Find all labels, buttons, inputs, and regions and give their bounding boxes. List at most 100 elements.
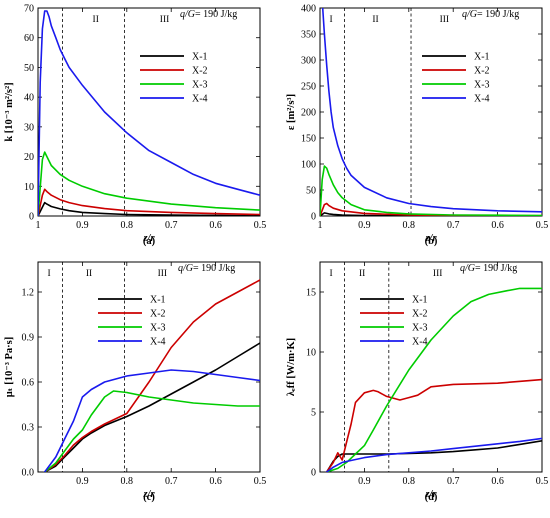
legend-label: X-1: [412, 295, 428, 306]
chart-panel-d: I II III q/G= 190 J/kg0.9 0.8 0.7 0.6 0.5051015…: [286, 261, 549, 503]
series-line-x-3: [325, 287, 542, 472]
y-tick-label: 5: [311, 408, 316, 419]
condition-note: q/G= 190 J/kg: [462, 9, 519, 20]
y-tick-label: 0.9: [22, 333, 35, 344]
x-tick-label: 0.8: [403, 220, 416, 231]
panel-label: (a): [143, 236, 156, 247]
x-tick-label: 0.7: [447, 476, 460, 487]
x-axis-label: z/r: [142, 489, 155, 500]
chart-panel-a: II III q/G= 190 J/kg1 0.9 0.8 0.7 0.6 0.5010203…: [4, 4, 266, 248]
legend-label: X-1: [192, 52, 208, 63]
x-tick-label: 0.5: [254, 220, 267, 231]
x-tick-label: 0.9: [76, 476, 89, 487]
series-group: [43, 279, 260, 472]
y-tick-label: 70: [24, 4, 34, 15]
series-line-x-2: [43, 279, 260, 472]
series-line-x-1: [38, 201, 260, 216]
y-tick-label: 20: [24, 152, 34, 163]
x-axis-label: z/r: [424, 489, 437, 500]
y-axis-label: λₑff [W/m·K]: [286, 338, 297, 396]
y-tick-label: 0.3: [22, 423, 35, 434]
x-tick-label: 0.7: [447, 220, 460, 231]
series-line-x-2: [325, 378, 542, 472]
region-label: III: [440, 15, 450, 25]
x-tick-label: 0.8: [121, 476, 134, 487]
legend-label: X-1: [150, 295, 166, 306]
legend-label: X-2: [150, 309, 166, 320]
chart-panel-b: I II III q/G= 190 J/kg1 0.9 0.8 0.7 0.6 0.505010…: [286, 4, 548, 248]
y-tick-label: 300: [301, 56, 316, 67]
series-line-x-3: [43, 390, 260, 472]
region-label: III: [158, 269, 168, 279]
legend-label: X-2: [192, 66, 208, 77]
region-label: I: [330, 15, 333, 25]
y-tick-label: 0: [311, 468, 316, 479]
legend: X-1 X-2 X-3 X-4: [360, 295, 428, 348]
x-tick-label: 0.6: [209, 220, 222, 231]
y-tick-label: 150: [301, 134, 316, 145]
x-tick-label: 0.9: [358, 476, 371, 487]
y-tick-label: 250: [301, 82, 316, 93]
x-tick-label: 0.9: [358, 220, 371, 231]
x-tick-label: 0.8: [403, 476, 416, 487]
legend: X-1 X-2 X-3 X-4: [422, 52, 490, 105]
x-tick-label: 0.6: [491, 220, 504, 231]
legend-label: X-1: [474, 52, 490, 63]
legend-label: X-4: [192, 94, 208, 105]
legend-label: X-3: [412, 323, 428, 334]
y-tick-label: 400: [301, 4, 316, 15]
series-line-x-1: [43, 342, 260, 472]
x-tick-label: 0.5: [536, 220, 549, 231]
legend-label: X-4: [474, 94, 490, 105]
plot-frame: [37, 261, 261, 473]
region-label: II: [372, 15, 378, 25]
plot-frame: [319, 261, 543, 473]
legend: X-1 X-2 X-3 X-4: [140, 52, 208, 105]
y-axis-label: ε [m²/s³]: [286, 94, 297, 130]
legend-label: X-4: [150, 337, 166, 348]
legend-label: X-2: [412, 309, 428, 320]
chart-panel-c: I II III q/G= 190 J/kg0.9 0.8 0.7 0.6 0.50.00.3…: [4, 261, 266, 503]
y-tick-label: 15: [306, 288, 316, 299]
series-line-x-4: [43, 369, 260, 472]
plot-frame: [319, 7, 543, 217]
x-tick-label: 0.5: [536, 476, 549, 487]
series-group: [320, 8, 542, 216]
x-tick-label: 0.6: [209, 476, 222, 487]
series-line-x-1: [325, 439, 542, 472]
series-line-x-4: [38, 10, 260, 216]
series-line-x-3: [38, 151, 260, 216]
y-tick-label: 60: [24, 33, 34, 44]
panel-label: (b): [425, 236, 438, 247]
series-line-x-3: [320, 165, 542, 216]
series-group: [38, 10, 260, 216]
condition-note: q/G= 190 J/kg: [178, 263, 235, 274]
region-label: II: [359, 269, 365, 279]
y-tick-label: 100: [301, 160, 316, 171]
legend-label: X-4: [412, 337, 428, 348]
x-axis-label: z/r: [142, 233, 155, 244]
x-tick-label: 1: [318, 220, 323, 231]
series-line-x-4: [321, 8, 542, 213]
region-label: I: [48, 269, 51, 279]
y-tick-label: 350: [301, 30, 316, 41]
y-axis-label: k [10⁻³ m²/s²]: [4, 82, 15, 141]
legend-label: X-3: [150, 323, 166, 334]
y-tick-label: 50: [306, 186, 316, 197]
legend-label: X-2: [474, 66, 490, 77]
plot-frame: [37, 7, 261, 217]
y-tick-label: 10: [24, 182, 34, 193]
region-label: III: [433, 269, 443, 279]
y-tick-label: 10: [306, 348, 316, 359]
series-line-x-4: [325, 437, 542, 472]
condition-note: q/G= 190 J/kg: [460, 263, 517, 274]
x-tick-label: 1: [36, 220, 41, 231]
x-tick-label: 0.6: [491, 476, 504, 487]
x-tick-label: 0.9: [76, 220, 89, 231]
region-label: II: [86, 269, 92, 279]
condition-note: q/G= 190 J/kg: [180, 9, 237, 20]
x-tick-label: 0.8: [121, 220, 134, 231]
y-tick-label: 0: [29, 212, 34, 223]
series-line-x-2: [38, 188, 260, 216]
